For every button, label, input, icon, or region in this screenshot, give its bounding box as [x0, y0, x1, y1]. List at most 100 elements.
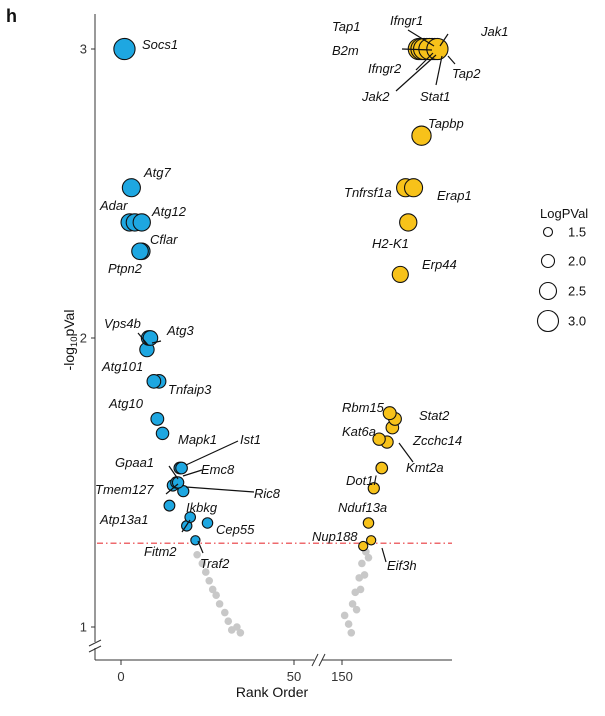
point-label: Ikbkg	[186, 500, 218, 515]
leader-line	[197, 540, 204, 554]
nonsig-point	[236, 628, 245, 637]
point-tapbp	[411, 125, 432, 146]
leader-line	[185, 486, 255, 493]
leader-line	[137, 332, 149, 346]
data-point	[155, 426, 170, 441]
point-label: Rbm15	[342, 400, 385, 415]
leader-line	[182, 469, 203, 477]
nonsig-point	[215, 600, 224, 608]
leader-line	[151, 340, 162, 344]
point-label: Traf2	[200, 556, 230, 571]
legend-label: 3.0	[568, 314, 586, 329]
point-label: Ric8	[254, 486, 281, 501]
nonsig-point	[344, 620, 353, 628]
size-legend: LogPVal 1.5 2.0 2.5 3.0	[536, 206, 588, 333]
data-point	[146, 373, 162, 389]
legend-label: 2.5	[568, 284, 586, 299]
point-kat6a	[372, 432, 386, 446]
point-label: Stat2	[419, 408, 450, 423]
leader-line	[435, 55, 443, 86]
point-label: Tap2	[452, 66, 481, 81]
point-atg3	[142, 330, 159, 346]
legend-label: 2.0	[568, 254, 586, 269]
point-label: Kat6a	[342, 424, 376, 439]
leader-line	[165, 483, 179, 495]
point-label: Adar	[99, 198, 128, 213]
point-label: H2-K1	[372, 236, 409, 251]
point-label: Ifngr2	[368, 61, 402, 76]
point-label: Mapk1	[178, 432, 217, 447]
point-label: Kmt2a	[406, 460, 444, 475]
point-label: Ifngr1	[390, 13, 423, 28]
point-label: Atg10	[108, 396, 144, 411]
point-label: Nduf13a	[338, 500, 387, 515]
nonsig-point	[352, 605, 361, 614]
point-label: Emc8	[201, 462, 235, 477]
point-label: Jak1	[480, 24, 508, 39]
point-label: Ptpn2	[108, 261, 143, 276]
point-kmt2a	[375, 461, 389, 475]
point-traf2	[190, 535, 201, 546]
point-label: Atp13a1	[99, 512, 148, 527]
legend-title: LogPVal	[540, 206, 588, 221]
leader-line	[415, 52, 434, 71]
legend-size-circle	[542, 226, 554, 238]
legend-size-circle	[540, 253, 556, 269]
point-label: Dot1l	[346, 473, 377, 488]
nonsig-point	[201, 568, 210, 576]
y-tick-label: 1	[80, 620, 87, 635]
point-atg12	[132, 213, 151, 232]
point-socs1	[113, 37, 136, 61]
point-label: Erp44	[422, 257, 457, 272]
point-label: Tnfrsf1a	[344, 185, 392, 200]
point-h2-k1	[399, 213, 418, 232]
panel-letter: h	[6, 6, 17, 26]
nonsig-point	[208, 585, 217, 594]
point-ptpn2	[131, 242, 149, 261]
point-label: Erap1	[437, 188, 472, 203]
legend-size-circle	[536, 309, 560, 333]
nonsig-point	[358, 559, 366, 568]
nonsig-point	[224, 617, 233, 626]
nonsig-point	[205, 576, 214, 585]
point-rbm15	[382, 406, 397, 421]
point-label: Zcchc14	[412, 433, 462, 448]
leader-line	[447, 55, 456, 65]
x-tick-label: 50	[287, 669, 301, 684]
point-label: Tnfaip3	[168, 382, 212, 397]
point-label: Vps4b	[104, 316, 141, 331]
nonsig-point	[233, 623, 241, 631]
point-ist1	[175, 461, 188, 475]
point-label: Nup188	[312, 529, 358, 544]
leader-line	[181, 519, 191, 533]
leader-line	[407, 29, 435, 47]
nonsig-point	[198, 559, 207, 568]
point-label: B2m	[332, 43, 359, 58]
nonsig-point	[340, 611, 349, 620]
point-label: Gpaa1	[115, 455, 154, 470]
point-label: Atg101	[101, 359, 143, 374]
point-label: Tmem127	[95, 482, 154, 497]
point-nup188	[365, 535, 377, 546]
point-label: Cep55	[216, 522, 255, 537]
x-tick-label: 150	[331, 669, 353, 684]
nonsig-point	[360, 571, 369, 579]
nonsig-point	[193, 550, 201, 559]
leader-line	[185, 440, 239, 466]
point-label: Atg3	[166, 323, 195, 338]
point-nduf13a	[362, 517, 375, 529]
point-label: Socs1	[142, 37, 178, 52]
nonsig-point	[347, 628, 356, 637]
point-erap1	[403, 178, 424, 198]
point-label: Ist1	[240, 432, 261, 447]
nonsig-point	[364, 553, 373, 562]
point-label: Stat1	[420, 89, 450, 104]
leader-line	[439, 33, 449, 47]
point-atg7	[121, 178, 141, 198]
point-atg10	[150, 411, 165, 426]
nonsig-point	[348, 600, 357, 608]
point-label: Atg12	[151, 204, 187, 219]
point-erp44	[391, 265, 409, 284]
y-tick-label: 2	[80, 331, 87, 346]
